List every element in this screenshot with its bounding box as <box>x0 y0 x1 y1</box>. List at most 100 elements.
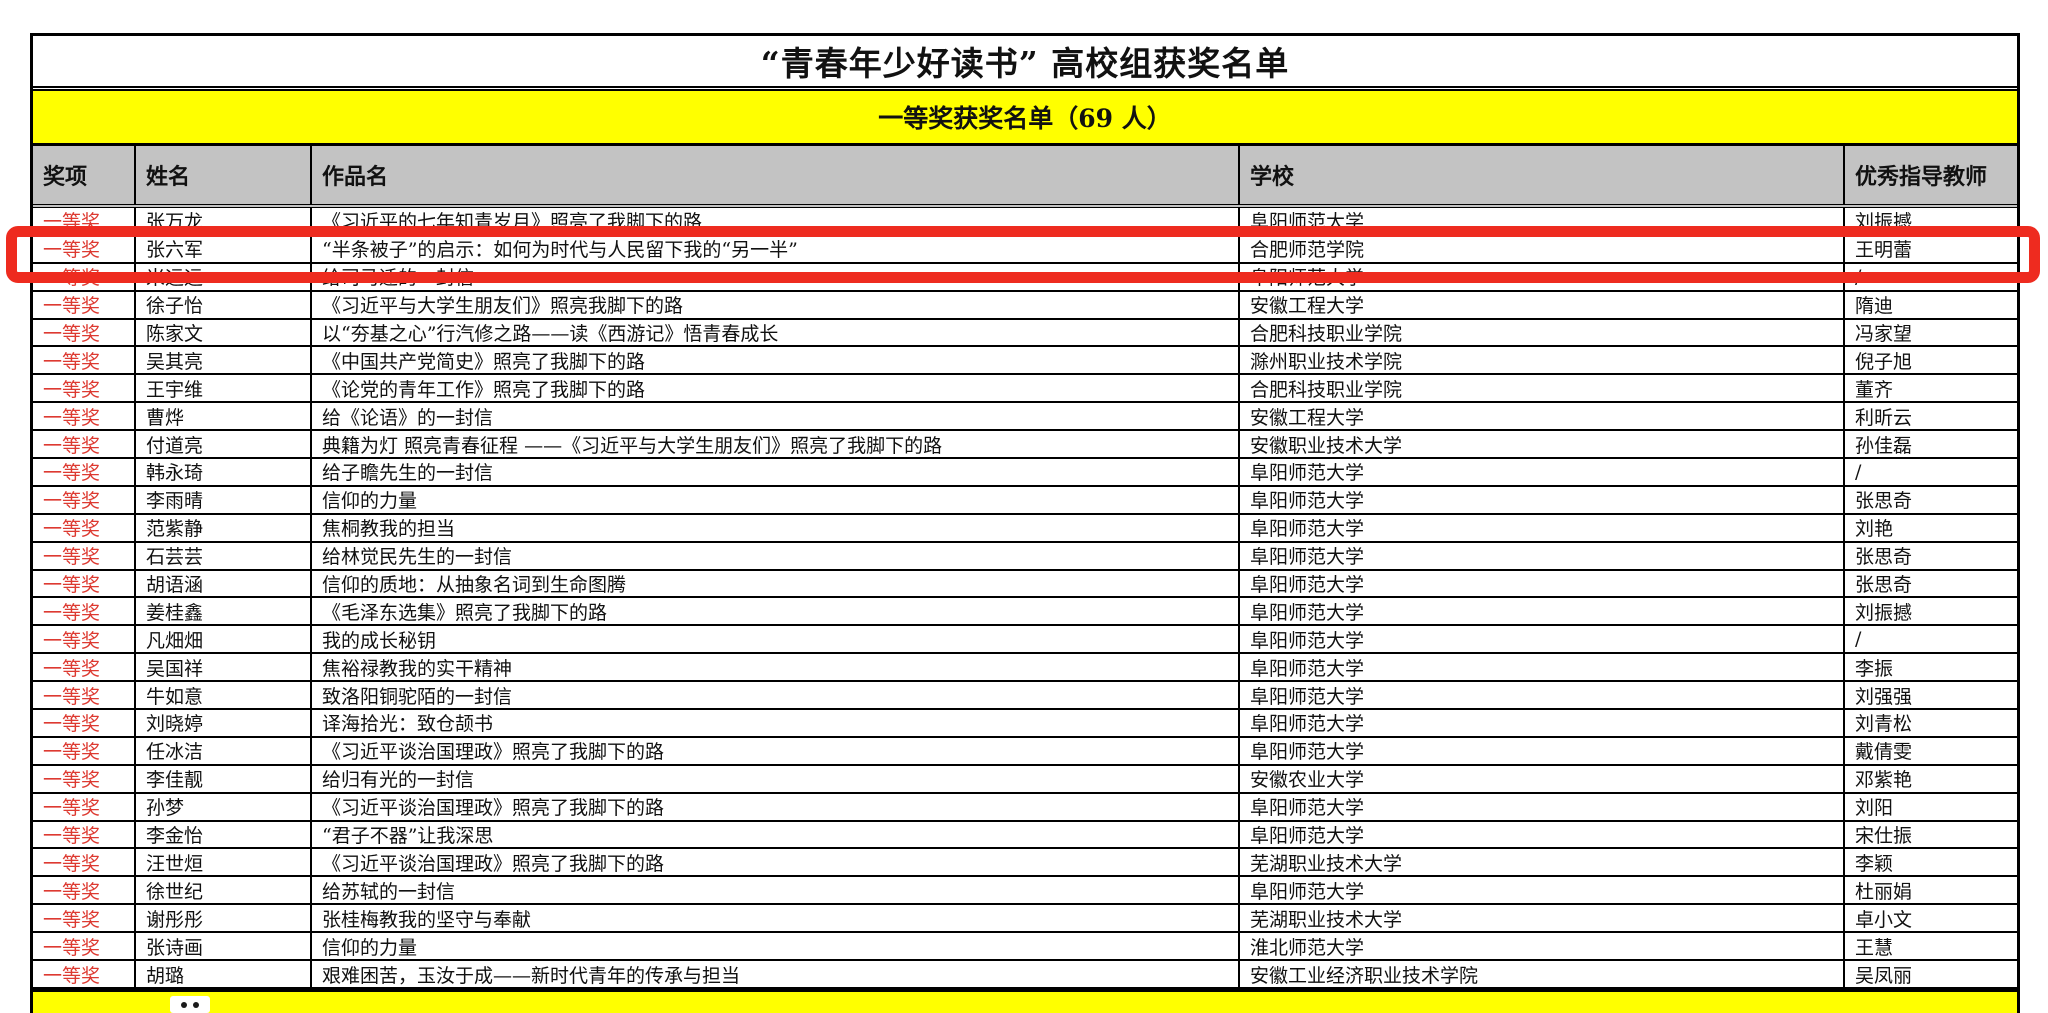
name-cell: 任冰洁 <box>136 737 312 764</box>
award-cell: 一等奖 <box>33 821 136 848</box>
work-cell: 给归有光的一封信 <box>312 765 1240 792</box>
table-row: 一等奖 徐世纪 给苏轼的一封信 阜阳师范大学 杜丽娟 <box>33 877 2017 906</box>
work-cell: 以“夯基之心”行汽修之路——读《西游记》悟青春成长 <box>312 319 1240 346</box>
award-cell: 一等奖 <box>33 235 136 262</box>
table-row: 一等奖 谢彤彤 张桂梅教我的坚守与奉献 芜湖职业技术大学 卓小文 <box>33 905 2017 934</box>
name-cell: 李佳靓 <box>136 765 312 792</box>
work-cell: 给《论语》的一封信 <box>312 403 1240 430</box>
school-cell: 阜阳师范大学 <box>1240 514 1845 541</box>
award-cell: 一等奖 <box>33 961 136 987</box>
name-cell: 吴国祥 <box>136 654 312 681</box>
work-cell: 《习近平谈治国理政》照亮了我脚下的路 <box>312 737 1240 764</box>
name-cell: 付道亮 <box>136 431 312 458</box>
award-cell: 一等奖 <box>33 877 136 904</box>
work-cell: 《习近平谈治国理政》照亮了我脚下的路 <box>312 793 1240 820</box>
award-cell: 一等奖 <box>33 682 136 709</box>
teacher-cell: 张思奇 <box>1855 546 1913 569</box>
name-cell: 吴其亮 <box>136 347 312 374</box>
work-cell: 艰难困苦，玉汝于成——新时代青年的传承与担当 <box>312 961 1240 987</box>
award-cell: 一等奖 <box>33 459 136 485</box>
work-cell: 《论党的青年工作》照亮了我脚下的路 <box>312 375 1240 402</box>
work-cell: 《习近平谈治国理政》照亮了我脚下的路 <box>312 849 1240 876</box>
teacher-cell: 邓紫艳 <box>1855 769 1913 792</box>
award-cell: 一等奖 <box>33 375 136 402</box>
name-cell: 徐子怡 <box>136 291 312 318</box>
table-row: 一等奖 胡语涵 信仰的质地：从抽象名词到生命图腾 阜阳师范大学 张思奇 <box>33 570 2017 599</box>
work-cell: 信仰的质地：从抽象名词到生命图腾 <box>312 570 1240 597</box>
table-row: 一等奖 范紫静 焦桐教我的担当 阜阳师范大学 刘艳 <box>33 514 2017 543</box>
table-row: 一等奖 李金怡 “君子不器”让我深思 阜阳师范大学 宋仕振 <box>33 821 2017 850</box>
school-cell: 安徽工程大学 <box>1240 403 1845 430</box>
work-cell: 《习近平与大学生朋友们》照亮我脚下的路 <box>312 291 1240 318</box>
teacher-cell: 李振 <box>1855 657 1894 680</box>
school-cell: 安徽农业大学 <box>1240 765 1845 792</box>
table-row: 一等奖 付道亮 典籍为灯 照亮青春征程 ——《习近平与大学生朋友们》照亮了我脚下的路… <box>33 431 2017 460</box>
teacher-cell: 刘振撼 <box>1855 211 1913 234</box>
table-row: 一等奖 石芸芸 给林觉民先生的一封信 阜阳师范大学 张思奇 <box>33 542 2017 571</box>
table-row: 一等奖 张六军 “半条被子”的启示：如何为时代与人民留下我的“另一半” 合肥师范学院王… <box>33 235 2017 264</box>
school-cell: 阜阳师范大学 <box>1240 263 1845 290</box>
teacher-cell: 倪子旭 <box>1855 350 1913 373</box>
name-cell: 曹烨 <box>136 403 312 430</box>
work-cell: “半条被子”的启示：如何为时代与人民留下我的“另一半” <box>312 235 1240 262</box>
teacher-cell: 刘阳 <box>1855 797 1894 820</box>
teacher-cell: 董齐 <box>1855 378 1894 401</box>
name-cell: 石芸芸 <box>136 542 312 569</box>
name-cell: 姜桂鑫 <box>136 598 312 625</box>
award-cell: 一等奖 <box>33 319 136 346</box>
school-cell: 阜阳师范大学 <box>1240 626 1845 653</box>
school-cell: 合肥师范学院 <box>1240 235 1845 262</box>
award-cell: 一等奖 <box>33 654 136 681</box>
work-cell: 给子瞻先生的一封信 <box>312 459 1240 485</box>
work-cell: 我的成长秘钥 <box>312 626 1240 653</box>
column-header-teacher: 优秀指导教师 <box>1855 164 1988 190</box>
table-row: 一等奖 胡璐 艰难困苦，玉汝于成——新时代青年的传承与担当 安徽工业经济职业技术学院吴… <box>33 961 2017 989</box>
name-cell: 李雨晴 <box>136 486 312 513</box>
teacher-cell: 戴倩雯 <box>1855 741 1913 764</box>
teacher-cell: 刘强强 <box>1855 685 1913 708</box>
school-cell: 芜湖职业技术大学 <box>1240 849 1845 876</box>
name-cell: 牛如意 <box>136 682 312 709</box>
teacher-cell: / <box>1855 265 1862 288</box>
award-cell: 一等奖 <box>33 403 136 430</box>
school-cell: 芜湖职业技术大学 <box>1240 905 1845 932</box>
school-cell: 安徽职业技术大学 <box>1240 431 1845 458</box>
next-section-strip <box>33 988 2017 1013</box>
school-cell: 阜阳师范大学 <box>1240 877 1845 904</box>
table-row: 一等奖 孙梦 《习近平谈治国理政》照亮了我脚下的路 阜阳师范大学 刘阳 <box>33 793 2017 822</box>
column-header-award: 奖项 <box>33 146 136 204</box>
award-cell: 一等奖 <box>33 431 136 458</box>
school-cell: 滁州职业技术学院 <box>1240 347 1845 374</box>
award-cell: 一等奖 <box>33 208 136 234</box>
name-cell: 汪世烜 <box>136 849 312 876</box>
work-cell: 《习近平的七年知青岁月》照亮了我脚下的路 <box>312 208 1240 234</box>
teacher-cell: 宋仕振 <box>1855 825 1913 848</box>
teacher-cell: 王慧 <box>1855 936 1894 959</box>
table-row: 一等奖 牛如意 致洛阳铜驼陌的一封信 阜阳师范大学 刘强强 <box>33 682 2017 711</box>
school-cell: 阜阳师范大学 <box>1240 793 1845 820</box>
award-cell: 一等奖 <box>33 793 136 820</box>
truncation-dots-icon <box>170 996 210 1013</box>
name-cell: 陈家文 <box>136 319 312 346</box>
award-cell: 一等奖 <box>33 626 136 653</box>
table-row: 一等奖 米远远 给司马迁的一封信 阜阳师范大学 / <box>33 263 2017 292</box>
name-cell: 刘晓婷 <box>136 710 312 736</box>
work-cell: 译海拾光：致仓颉书 <box>312 710 1240 736</box>
award-cell: 一等奖 <box>33 486 136 513</box>
work-cell: 信仰的力量 <box>312 933 1240 960</box>
table-row: 一等奖 张诗画 信仰的力量 淮北师范大学 王慧 <box>33 933 2017 962</box>
school-cell: 阜阳师范大学 <box>1240 821 1845 848</box>
award-cell: 一等奖 <box>33 263 136 290</box>
work-cell: 焦裕禄教我的实干精神 <box>312 654 1240 681</box>
table-row: 一等奖 吴其亮 《中国共产党简史》照亮了我脚下的路 滁州职业技术学院 倪子旭 <box>33 347 2017 376</box>
teacher-cell: 刘振撼 <box>1855 601 1913 624</box>
award-cell: 一等奖 <box>33 347 136 374</box>
teacher-cell: 刘青松 <box>1855 713 1913 736</box>
work-cell: 《中国共产党简史》照亮了我脚下的路 <box>312 347 1240 374</box>
table-row: 一等奖 汪世烜 《习近平谈治国理政》照亮了我脚下的路 芜湖职业技术大学 李颖 <box>33 849 2017 878</box>
award-table: “青春年少好读书” 高校组获奖名单 一等奖获奖名单（69 人） 奖项 姓名 作品… <box>30 33 2020 1013</box>
work-cell: 致洛阳铜驼陌的一封信 <box>312 682 1240 709</box>
school-cell: 安徽工程大学 <box>1240 291 1845 318</box>
column-header-name: 姓名 <box>136 146 312 204</box>
